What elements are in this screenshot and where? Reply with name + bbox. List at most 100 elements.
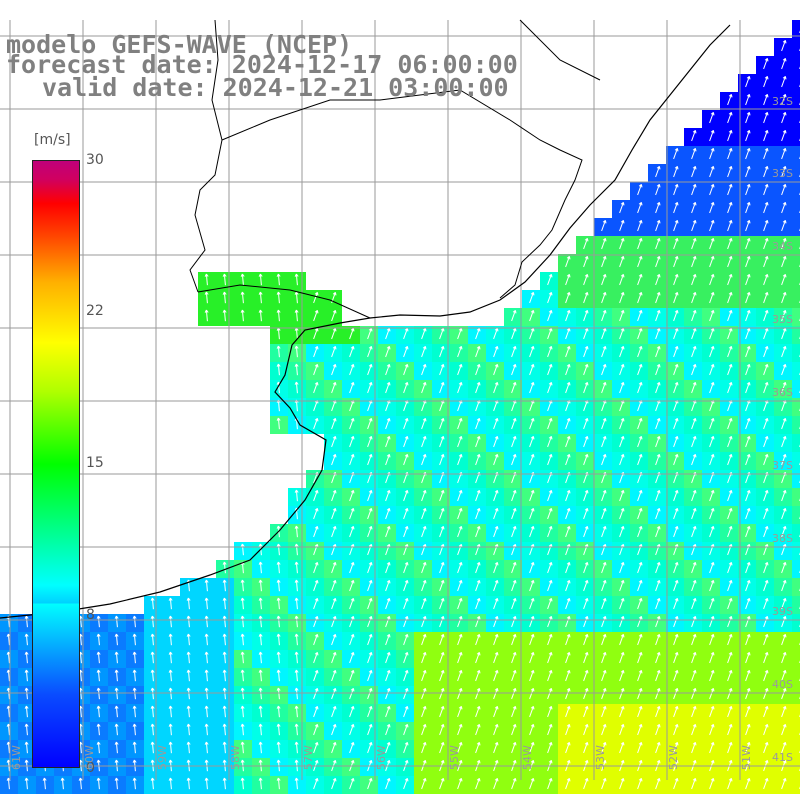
wind-arrow [781,526,787,538]
wind-arrow [727,382,733,394]
wind-cell [792,542,800,560]
wind-arrow [673,670,679,682]
wind-cell [792,488,800,506]
wind-arrow [655,256,661,268]
wind-arrow [673,184,679,196]
wind-arrow [691,256,697,268]
wind-arrow [565,598,571,610]
wind-arrow [547,778,553,790]
wind-arrow [511,364,517,376]
wind-arrow [583,670,589,682]
wind-arrow [763,508,769,520]
wind-arrow [745,670,751,682]
wind-arrow [673,382,679,394]
wind-cell [792,92,800,110]
wind-arrow [565,310,571,322]
wind-arrow [727,346,733,358]
wind-arrow [457,382,463,394]
wind-cell [792,128,800,146]
wind-arrow [240,687,245,700]
wind-arrow [565,778,571,790]
wind-arrow [349,616,355,628]
wind-arrow [403,598,409,610]
wind-arrow [367,436,373,448]
wind-arrow [655,382,661,394]
wind-arrow [222,597,227,610]
wind-arrow [709,130,715,142]
wind-arrow [709,184,715,196]
wind-arrow [204,669,209,682]
wind-arrow [655,328,661,340]
wind-arrow [96,723,101,736]
wind-arrow [673,328,679,340]
wind-arrow [637,634,643,646]
wind-arrow [673,778,679,790]
wind-arrow [331,310,337,322]
wind-arrow [781,508,787,520]
wind-arrow [601,598,607,610]
wind-arrow [547,562,553,574]
wind-arrow [313,688,319,700]
wind-arrow [547,454,553,466]
wind-arrow [601,418,607,430]
wind-arrow [403,346,409,358]
wind-arrow [313,706,319,718]
wind-arrow [781,778,787,790]
wind-arrow [258,615,263,628]
wind-arrow [457,598,463,610]
wind-arrow [709,742,715,754]
wind-arrow [24,741,29,754]
wind-arrow [529,670,535,682]
wind-arrow [529,346,535,358]
wind-arrow [457,580,463,592]
wind-arrow [457,688,463,700]
wind-arrow [691,652,697,664]
wind-arrow [583,562,589,574]
wind-arrow [655,220,661,232]
wind-arrow [547,706,553,718]
lon-label-59W: 59W [156,745,169,770]
wind-arrow [709,580,715,592]
wind-arrow [331,328,337,340]
wind-arrow [529,724,535,736]
wind-arrow [745,508,751,520]
wind-arrow [691,346,697,358]
wind-arrow [745,148,751,160]
wind-arrow [745,202,751,214]
wind-arrow [511,508,517,520]
wind-arrow [673,616,679,628]
wind-arrow [619,526,625,538]
wind-arrow [439,742,445,754]
wind-arrow [763,328,769,340]
wind-arrow [727,634,733,646]
wind-arrow [403,490,409,502]
wind-arrow [6,777,11,790]
wind-arrow [691,130,697,142]
wind-arrow [691,238,697,250]
wind-arrow [385,652,391,664]
wind-arrow [403,382,409,394]
wind-arrow [529,418,535,430]
wind-arrow [655,418,661,430]
wind-arrow [727,742,733,754]
wind-arrow [781,454,787,466]
wind-arrow [385,526,391,538]
wind-arrow [781,490,787,502]
wind-cell [792,326,800,344]
wind-arrow [313,526,319,538]
wind-arrow [439,598,445,610]
wind-arrow [204,309,209,322]
wind-arrow [276,363,281,376]
wind-arrow [385,418,391,430]
wind-arrow [294,525,299,538]
wind-cell [792,740,800,758]
wind-arrow [727,580,733,592]
wind-arrow [619,238,625,250]
wind-arrow [601,742,607,754]
wind-arrow [547,328,553,340]
wind-arrow [763,292,769,304]
wind-arrow [781,166,787,178]
wind-arrow [565,724,571,736]
wind-arrow [294,597,299,610]
wind-arrow [565,562,571,574]
